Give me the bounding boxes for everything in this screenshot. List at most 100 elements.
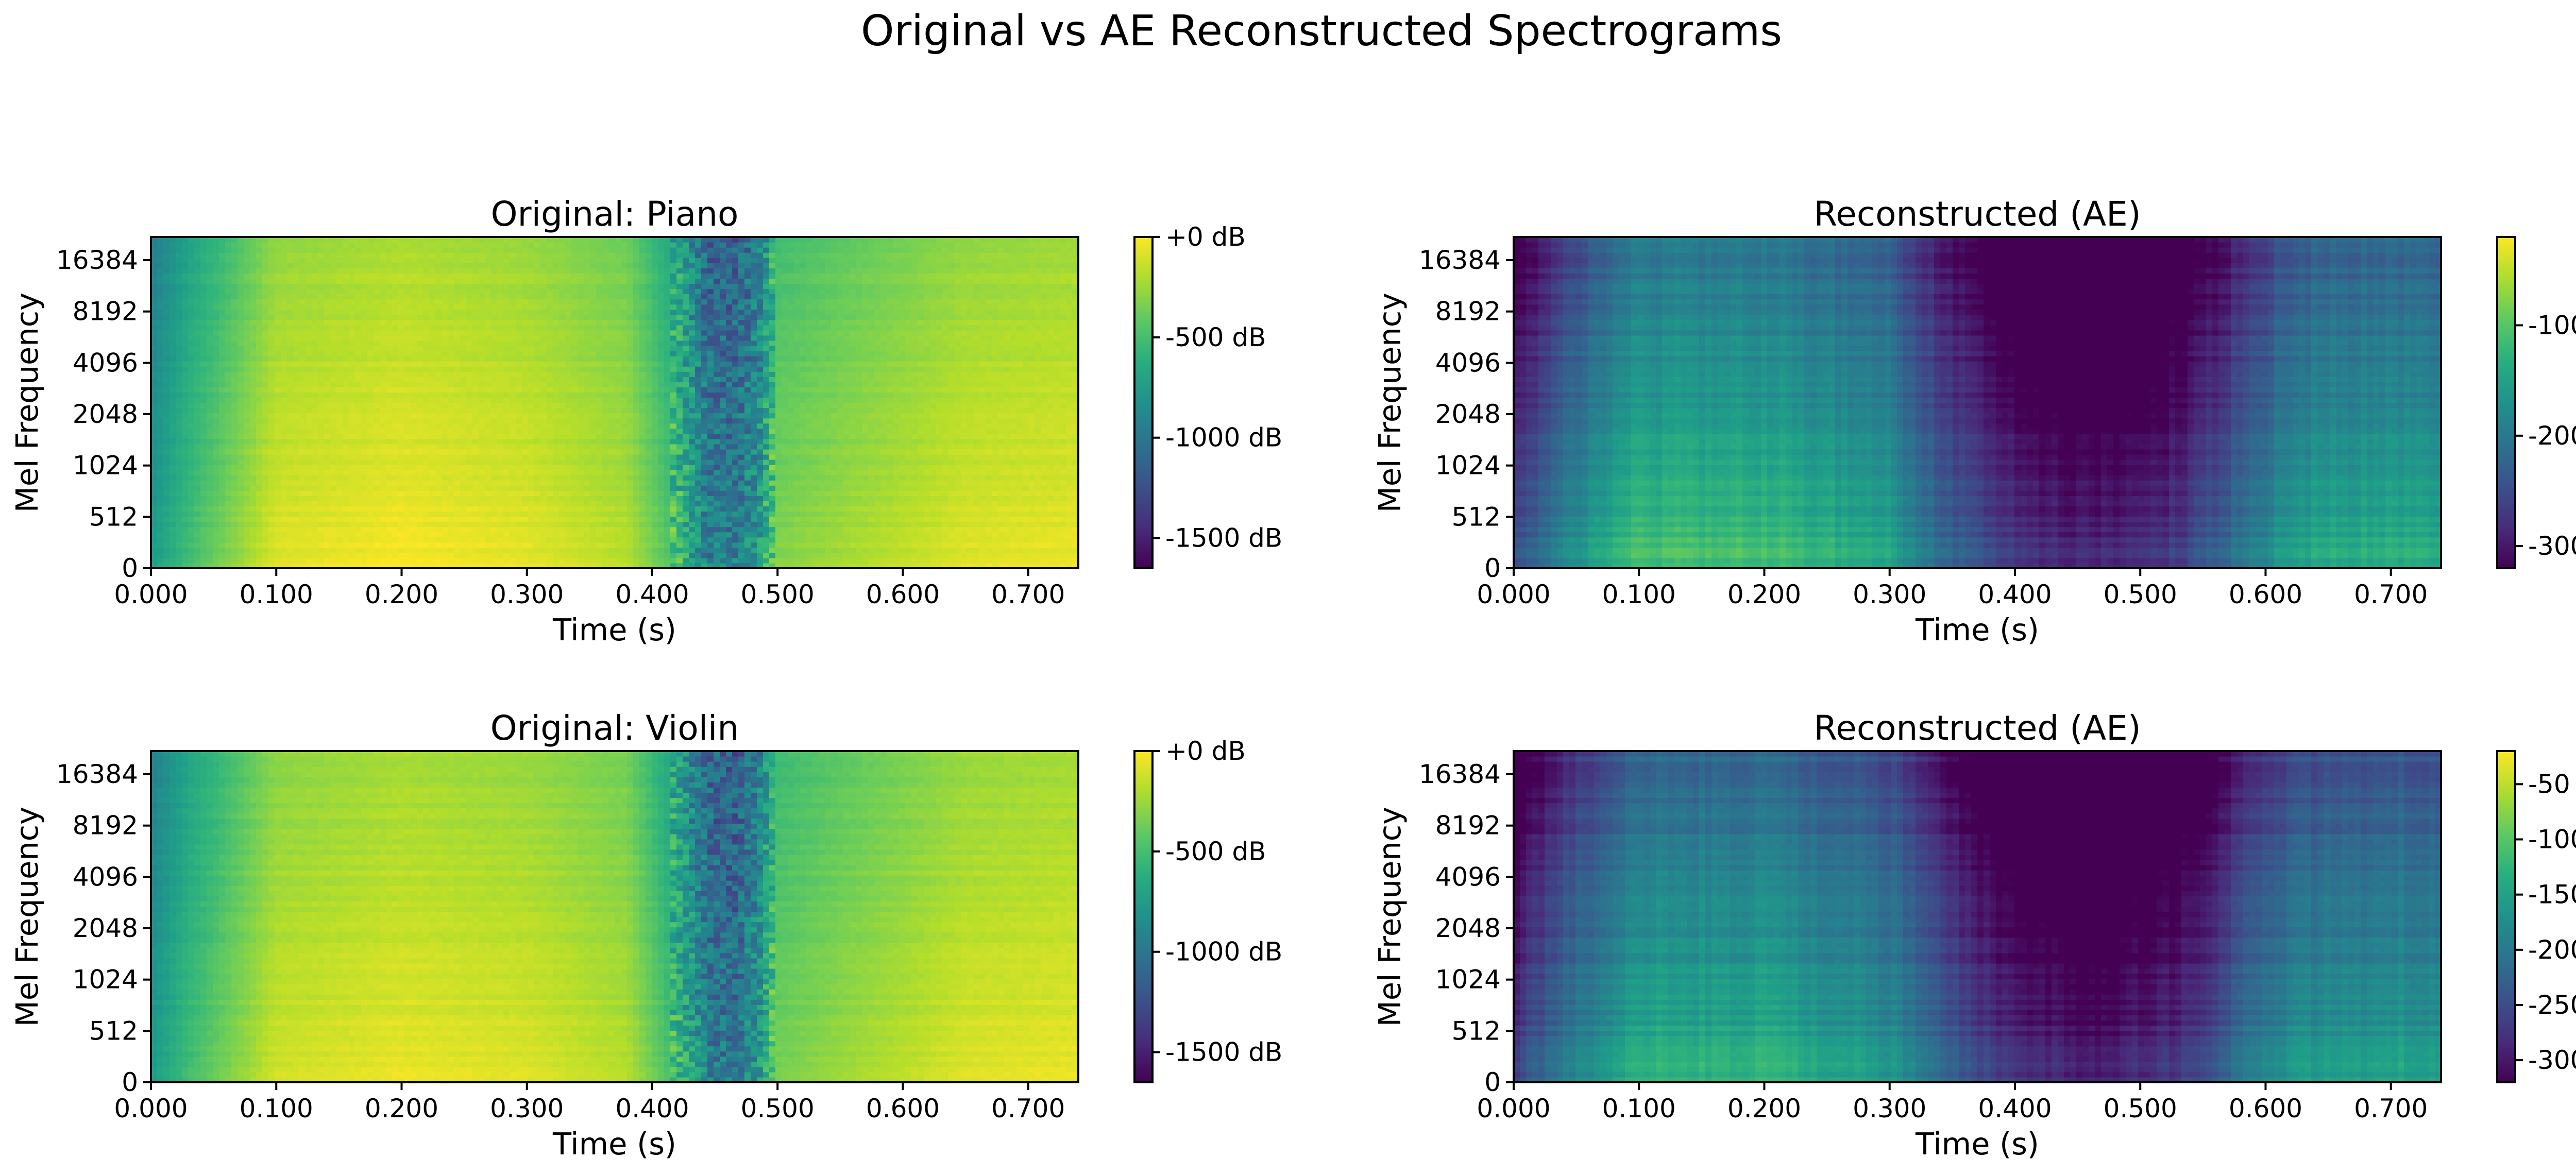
heatmap-cell xyxy=(336,392,343,398)
heatmap-cell xyxy=(213,330,219,336)
heatmap-cell xyxy=(466,361,473,367)
heatmap-cell xyxy=(361,351,368,356)
heatmap-cell xyxy=(330,547,337,553)
heatmap-cell xyxy=(275,351,281,356)
heatmap-cell xyxy=(194,397,201,403)
heatmap-cell xyxy=(398,475,405,481)
heatmap-cell xyxy=(596,314,603,320)
heatmap-cell xyxy=(404,340,411,346)
heatmap-cell xyxy=(213,506,219,512)
heatmap-cell xyxy=(578,335,584,341)
heatmap-cell xyxy=(170,557,176,564)
heatmap-cell xyxy=(386,319,393,326)
heatmap-cell xyxy=(225,428,232,434)
heatmap-cell xyxy=(417,283,423,290)
heatmap-cell xyxy=(466,552,473,558)
heatmap-cell xyxy=(627,351,634,356)
heatmap-cell xyxy=(343,345,349,351)
heatmap-cell xyxy=(188,428,195,434)
heatmap-cell xyxy=(540,273,547,279)
heatmap-cell xyxy=(213,470,219,475)
heatmap-cell xyxy=(225,433,232,439)
heatmap-cell xyxy=(485,521,492,527)
heatmap-cell xyxy=(200,268,207,274)
heatmap-cell xyxy=(429,459,436,465)
heatmap-cell xyxy=(627,407,634,414)
heatmap-cell xyxy=(466,252,473,258)
heatmap-cell xyxy=(281,299,287,305)
heatmap-cell xyxy=(367,418,374,424)
heatmap-cell xyxy=(417,428,423,434)
heatmap-cell xyxy=(596,438,603,445)
heatmap-cell xyxy=(442,537,448,543)
heatmap-cell xyxy=(442,288,448,295)
heatmap-cell xyxy=(200,496,207,501)
heatmap-cell xyxy=(584,258,590,263)
heatmap-cell xyxy=(207,496,213,501)
heatmap-cell xyxy=(330,449,337,455)
heatmap-cell xyxy=(244,314,250,320)
heatmap-cell xyxy=(472,490,479,496)
heatmap-cell xyxy=(367,361,374,367)
heatmap-cell xyxy=(262,413,269,419)
heatmap-cell xyxy=(479,516,485,522)
heatmap-cell xyxy=(231,325,238,331)
heatmap-cell xyxy=(361,397,368,403)
heatmap-cell xyxy=(219,351,226,356)
heatmap-cell xyxy=(534,532,541,538)
heatmap-cell xyxy=(547,242,553,248)
heatmap-cell xyxy=(466,278,473,284)
heatmap-cell xyxy=(188,288,195,295)
heatmap-cell xyxy=(540,532,547,538)
heatmap-cell xyxy=(602,563,609,569)
heatmap-cell xyxy=(547,454,553,460)
heatmap-cell xyxy=(330,402,337,408)
heatmap-cell xyxy=(200,392,207,398)
heatmap-cell xyxy=(590,423,597,429)
heatmap-cell xyxy=(176,330,182,336)
heatmap-cell xyxy=(188,547,195,553)
heatmap-cell xyxy=(225,490,232,496)
heatmap-cell xyxy=(163,470,170,475)
heatmap-cell xyxy=(435,532,442,538)
heatmap-cell xyxy=(244,258,250,263)
heatmap-cell xyxy=(238,423,244,429)
heatmap-cell xyxy=(374,309,380,315)
heatmap-cell xyxy=(479,542,485,548)
heatmap-cell xyxy=(442,382,448,387)
heatmap-cell xyxy=(429,299,436,305)
heatmap-cell xyxy=(404,449,411,455)
heatmap-cell xyxy=(479,465,485,470)
heatmap-cell xyxy=(442,309,448,315)
heatmap-cell xyxy=(188,382,195,387)
heatmap-cell xyxy=(219,413,226,419)
heatmap-cell xyxy=(584,242,590,248)
heatmap-cell xyxy=(411,526,417,533)
heatmap-cell xyxy=(207,552,213,558)
heatmap-cell xyxy=(349,516,355,522)
heatmap-cell xyxy=(466,449,473,455)
heatmap-cell xyxy=(256,501,263,507)
heatmap-cell xyxy=(540,407,547,414)
heatmap-cell xyxy=(213,459,219,465)
heatmap-cell xyxy=(392,273,399,279)
heatmap-cell xyxy=(194,252,201,258)
heatmap-cell xyxy=(460,325,467,331)
heatmap-cell xyxy=(472,237,479,243)
heatmap-cell xyxy=(361,340,368,346)
heatmap-cell xyxy=(207,397,213,403)
heatmap-cell xyxy=(182,407,189,414)
heatmap-cell xyxy=(466,511,473,517)
heatmap-cell xyxy=(627,542,634,548)
heatmap-cell xyxy=(534,377,541,382)
heatmap-cell xyxy=(367,258,374,263)
heatmap-cell xyxy=(225,526,232,533)
heatmap-cell xyxy=(299,382,306,387)
heatmap-cell xyxy=(503,273,510,279)
heatmap-cell xyxy=(244,413,250,419)
heatmap-cell xyxy=(516,366,522,372)
heatmap-cell xyxy=(250,407,257,414)
heatmap-cell xyxy=(627,258,634,263)
heatmap-cell xyxy=(256,423,263,429)
heatmap-cell xyxy=(584,407,590,414)
